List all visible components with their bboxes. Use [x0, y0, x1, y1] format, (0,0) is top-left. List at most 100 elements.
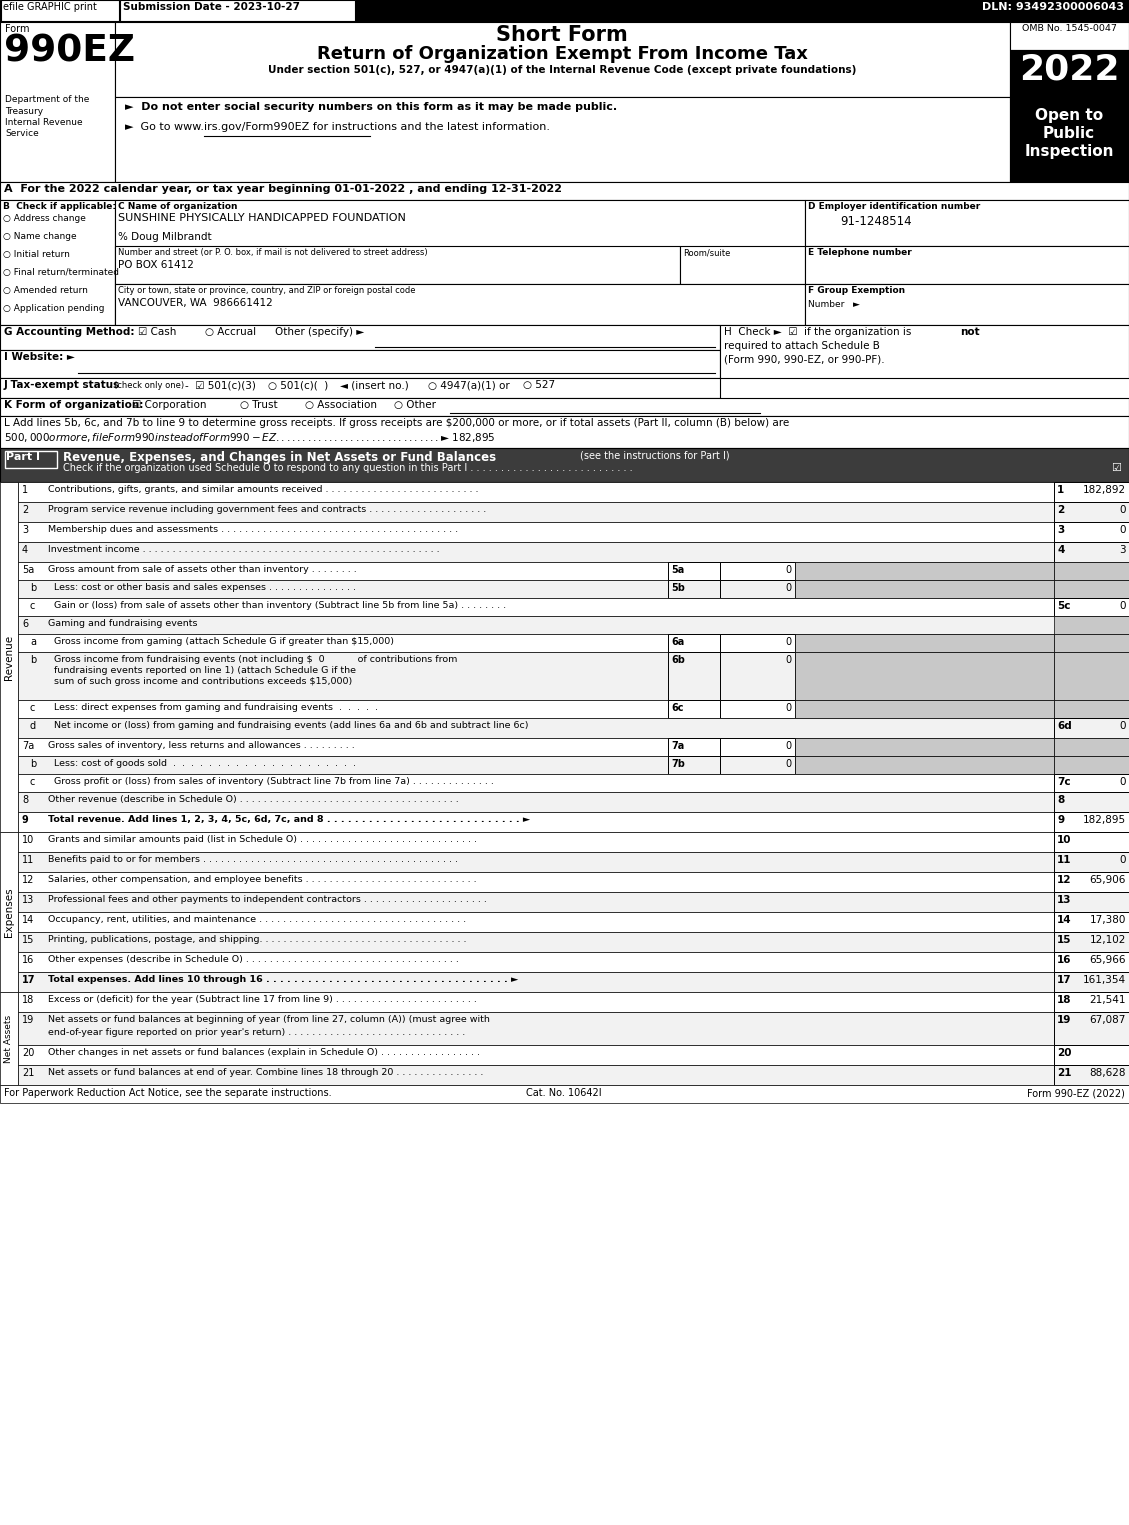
- Bar: [0, 416, 1129, 448]
- Bar: [1054, 912, 1129, 932]
- Text: a: a: [30, 637, 36, 647]
- Text: 0: 0: [1120, 856, 1126, 865]
- Bar: [1054, 872, 1129, 892]
- Text: 11: 11: [1057, 856, 1071, 865]
- Text: ○ 501(c)(  ): ○ 501(c)( ): [268, 380, 329, 390]
- Bar: [1054, 522, 1129, 541]
- Bar: [18, 872, 1129, 892]
- Text: (check only one): (check only one): [114, 381, 184, 390]
- Text: ☑ Cash: ☑ Cash: [138, 326, 176, 337]
- Text: Gain or (loss) from sale of assets other than inventory (Subtract line 5b from l: Gain or (loss) from sale of assets other…: [54, 601, 506, 610]
- Bar: [805, 246, 1129, 284]
- Bar: [795, 580, 1054, 598]
- Text: efile GRAPHIC print: efile GRAPHIC print: [3, 2, 97, 12]
- Text: 3: 3: [1119, 544, 1126, 555]
- Bar: [0, 378, 720, 398]
- Bar: [1054, 932, 1129, 952]
- Text: (see the instructions for Part I): (see the instructions for Part I): [580, 451, 729, 461]
- Text: 16: 16: [1057, 955, 1071, 965]
- Text: ○ Name change: ○ Name change: [3, 232, 77, 241]
- Bar: [668, 756, 720, 775]
- Text: Net Assets: Net Assets: [5, 1014, 14, 1063]
- Text: 11: 11: [21, 856, 34, 865]
- Text: 13: 13: [1057, 895, 1071, 904]
- Text: Service: Service: [5, 130, 38, 137]
- Text: 9: 9: [21, 814, 28, 825]
- Text: ○ Accrual: ○ Accrual: [205, 326, 256, 337]
- Bar: [668, 653, 720, 700]
- Text: 182,895: 182,895: [1083, 814, 1126, 825]
- Text: ☑: ☑: [1111, 464, 1121, 473]
- Text: b: b: [30, 656, 36, 665]
- Text: Submission Date - 2023-10-27: Submission Date - 2023-10-27: [123, 2, 300, 12]
- Text: 15: 15: [21, 935, 34, 945]
- Bar: [115, 246, 680, 284]
- Text: 0: 0: [1120, 505, 1126, 515]
- Bar: [795, 700, 1054, 718]
- Text: Investment income . . . . . . . . . . . . . . . . . . . . . . . . . . . . . . . : Investment income . . . . . . . . . . . …: [49, 544, 439, 554]
- Bar: [668, 563, 720, 580]
- Text: Program service revenue including government fees and contracts . . . . . . . . : Program service revenue including govern…: [49, 505, 487, 514]
- Bar: [795, 653, 1054, 700]
- Text: 0: 0: [786, 637, 793, 647]
- Text: 88,628: 88,628: [1089, 1068, 1126, 1078]
- Text: -  ☑ 501(c)(3): - ☑ 501(c)(3): [185, 380, 256, 390]
- Text: Cat. No. 10642I: Cat. No. 10642I: [526, 1087, 602, 1098]
- Text: 4: 4: [21, 544, 28, 555]
- Bar: [18, 580, 1129, 598]
- Text: Form 990-EZ (2022): Form 990-EZ (2022): [1027, 1087, 1124, 1098]
- Bar: [795, 634, 1054, 653]
- Text: ○ Trust: ○ Trust: [240, 400, 278, 410]
- Text: 6d: 6d: [1057, 721, 1071, 730]
- Text: 19: 19: [21, 1016, 34, 1025]
- Bar: [1054, 1013, 1129, 1045]
- Text: ☑ Corporation: ☑ Corporation: [132, 400, 207, 410]
- Text: K Form of organization:: K Form of organization:: [5, 400, 143, 410]
- Bar: [795, 756, 1054, 775]
- Bar: [0, 181, 1129, 200]
- Text: Other revenue (describe in Schedule O) . . . . . . . . . . . . . . . . . . . . .: Other revenue (describe in Schedule O) .…: [49, 795, 458, 804]
- Text: Internal Revenue: Internal Revenue: [5, 117, 82, 127]
- Bar: [1054, 971, 1129, 991]
- Text: Benefits paid to or for members . . . . . . . . . . . . . . . . . . . . . . . . : Benefits paid to or for members . . . . …: [49, 856, 458, 865]
- Bar: [1054, 1045, 1129, 1064]
- Bar: [1054, 634, 1129, 653]
- Text: I Website: ►: I Website: ►: [5, 352, 75, 361]
- Text: 0: 0: [1120, 778, 1126, 787]
- Text: not: not: [960, 326, 980, 337]
- Text: SUNSHINE PHYSICALLY HANDICAPPED FOUNDATION: SUNSHINE PHYSICALLY HANDICAPPED FOUNDATI…: [119, 214, 405, 223]
- Text: (Form 990, 990-EZ, or 990-PF).: (Form 990, 990-EZ, or 990-PF).: [724, 355, 885, 364]
- Text: Revenue: Revenue: [5, 634, 14, 680]
- Text: OMB No. 1545-0047: OMB No. 1545-0047: [1022, 24, 1117, 34]
- Text: 67,087: 67,087: [1089, 1016, 1126, 1025]
- Text: Total revenue. Add lines 1, 2, 3, 4, 5c, 6d, 7c, and 8 . . . . . . . . . . . . .: Total revenue. Add lines 1, 2, 3, 4, 5c,…: [49, 814, 531, 824]
- Text: Expenses: Expenses: [5, 888, 14, 936]
- Bar: [18, 932, 1129, 952]
- Text: Room/suite: Room/suite: [683, 249, 730, 258]
- Text: Other (specify) ►: Other (specify) ►: [275, 326, 365, 337]
- Text: 7a: 7a: [671, 741, 684, 750]
- Bar: [18, 1013, 1129, 1045]
- Text: 5a: 5a: [21, 564, 34, 575]
- Bar: [1054, 833, 1129, 852]
- Bar: [1054, 775, 1129, 791]
- Bar: [18, 598, 1129, 616]
- Text: 0: 0: [786, 564, 793, 575]
- Text: 2: 2: [1057, 505, 1065, 515]
- Bar: [5, 451, 56, 468]
- Text: Gross amount from sale of assets other than inventory . . . . . . . .: Gross amount from sale of assets other t…: [49, 564, 357, 573]
- Bar: [1, 0, 119, 21]
- Text: Salaries, other compensation, and employee benefits . . . . . . . . . . . . . . : Salaries, other compensation, and employ…: [49, 875, 476, 884]
- Bar: [18, 541, 1129, 563]
- Bar: [0, 325, 720, 351]
- Bar: [720, 580, 795, 598]
- Bar: [18, 952, 1129, 971]
- Bar: [18, 991, 1129, 1013]
- Text: DLN: 93492300006043: DLN: 93492300006043: [982, 2, 1124, 12]
- Text: A  For the 2022 calendar year, or tax year beginning 01-01-2022 , and ending 12-: A For the 2022 calendar year, or tax yea…: [5, 185, 562, 194]
- Text: 6a: 6a: [671, 637, 684, 647]
- Text: 10: 10: [1057, 836, 1071, 845]
- Text: 12: 12: [1057, 875, 1071, 884]
- Text: Form: Form: [5, 24, 29, 34]
- Bar: [805, 200, 1129, 246]
